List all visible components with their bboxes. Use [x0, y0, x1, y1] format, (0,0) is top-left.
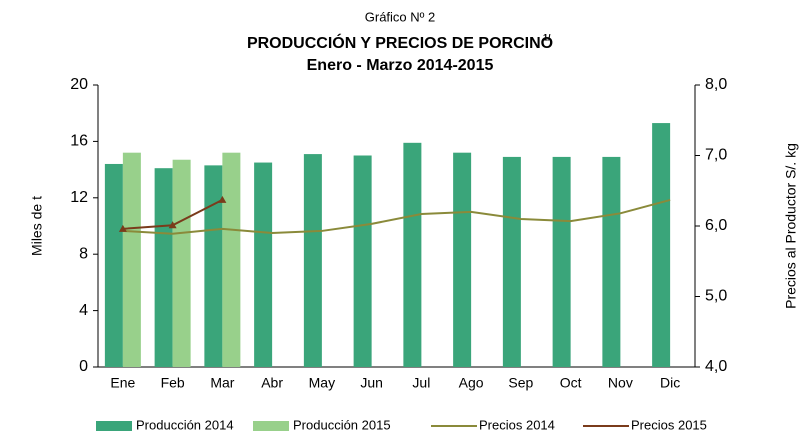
bar [353, 155, 372, 367]
legend-label: Producción 2014 [136, 417, 234, 432]
legend-label: Precios 2014 [479, 417, 555, 432]
legend-swatch [253, 421, 289, 431]
y2-tick-label: 8,0 [705, 76, 727, 93]
y-tick-label: 12 [70, 189, 88, 206]
bar [403, 142, 422, 367]
x-tick-label: May [309, 375, 335, 391]
marker [118, 224, 127, 232]
x-tick-label: Jul [412, 375, 430, 391]
legend-label: Producción 2015 [293, 417, 391, 432]
x-tick-label: Nov [608, 375, 633, 391]
line [122, 198, 671, 235]
bar [222, 152, 241, 367]
y-tick-label: 8 [79, 245, 88, 262]
bar [602, 156, 621, 367]
bar [172, 159, 191, 367]
bar [502, 156, 521, 367]
x-tick-label: Jun [360, 375, 383, 391]
y-tick-label: 0 [79, 358, 88, 375]
pretitle: Gráfico Nº 2 [365, 9, 436, 24]
y-tick-label: 20 [70, 76, 88, 93]
y2-axis-label: Precios al Productor S/. kg [783, 143, 799, 309]
legend-label: Precios 2015 [631, 417, 707, 432]
x-tick-label: Feb [161, 375, 185, 391]
x-tick-label: Dic [660, 375, 680, 391]
bar [652, 123, 671, 367]
bar [122, 152, 141, 367]
y-tick-label: 4 [79, 302, 88, 319]
bar [204, 165, 223, 367]
bar [254, 162, 273, 367]
y2-tick-label: 6,0 [705, 217, 727, 234]
chart-subtitle: Enero - Marzo 2014-2015 [307, 57, 494, 74]
bar [154, 168, 173, 367]
legend-swatch [96, 421, 132, 431]
y2-tick-label: 4,0 [705, 358, 727, 375]
y2-tick-label: 7,0 [705, 147, 727, 164]
chart-title: PRODUCCIÓN Y PRECIOS DE PORCINO [247, 33, 553, 52]
x-tick-label: Ago [459, 375, 484, 391]
y-axis-label: Miles de t [29, 196, 45, 256]
bar [303, 154, 322, 367]
bar [552, 156, 571, 367]
marker [218, 195, 227, 203]
x-tick-label: Abr [261, 375, 283, 391]
title-note: 1/ [543, 32, 551, 42]
bar [453, 152, 472, 367]
y2-tick-label: 5,0 [705, 288, 727, 305]
y-tick-label: 16 [70, 133, 88, 150]
x-tick-label: Oct [560, 375, 582, 391]
x-tick-label: Ene [110, 375, 135, 391]
marker [168, 221, 177, 229]
bar [104, 163, 123, 367]
x-tick-label: Mar [210, 375, 234, 391]
x-tick-label: Sep [508, 375, 533, 391]
